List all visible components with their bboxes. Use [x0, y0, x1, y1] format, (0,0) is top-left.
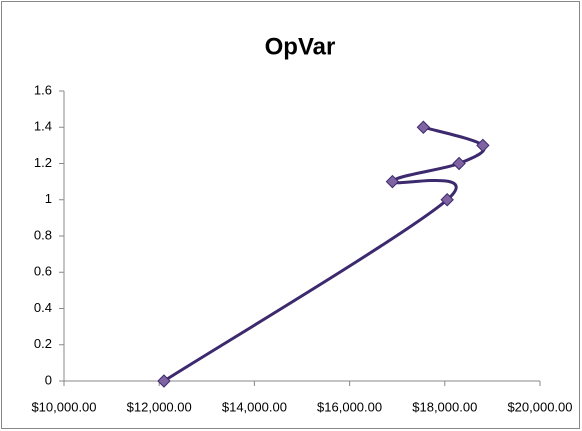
- point-marker: [476, 138, 490, 153]
- y-tick-label: 0.2: [34, 336, 52, 351]
- y-tick-label: 0.4: [34, 300, 52, 315]
- y-tick-label: 0: [45, 372, 52, 387]
- y-tick-label: 1.6: [34, 82, 52, 97]
- y-tick-label: 1.2: [34, 155, 52, 170]
- x-tick-label: $14,000.00: [222, 399, 287, 414]
- chart-title: OpVar: [265, 33, 336, 60]
- y-tick-label: 0.8: [34, 227, 52, 242]
- x-tick-label: $12,000.00: [127, 399, 192, 414]
- x-tick-label: $20,000.00: [507, 399, 572, 414]
- x-tick-label: $18,000.00: [412, 399, 477, 414]
- point-marker: [157, 374, 171, 388]
- y-tick-label: 1.4: [34, 119, 52, 134]
- x-tick-label: $10,000.00: [31, 399, 96, 414]
- point-marker: [452, 156, 466, 171]
- point-marker: [385, 174, 400, 189]
- y-tick-label: 0.6: [34, 264, 52, 279]
- x-tick-label: $16,000.00: [317, 399, 382, 414]
- point-marker: [416, 120, 431, 134]
- y-tick-label: 1: [45, 191, 52, 206]
- point-marker: [440, 193, 454, 207]
